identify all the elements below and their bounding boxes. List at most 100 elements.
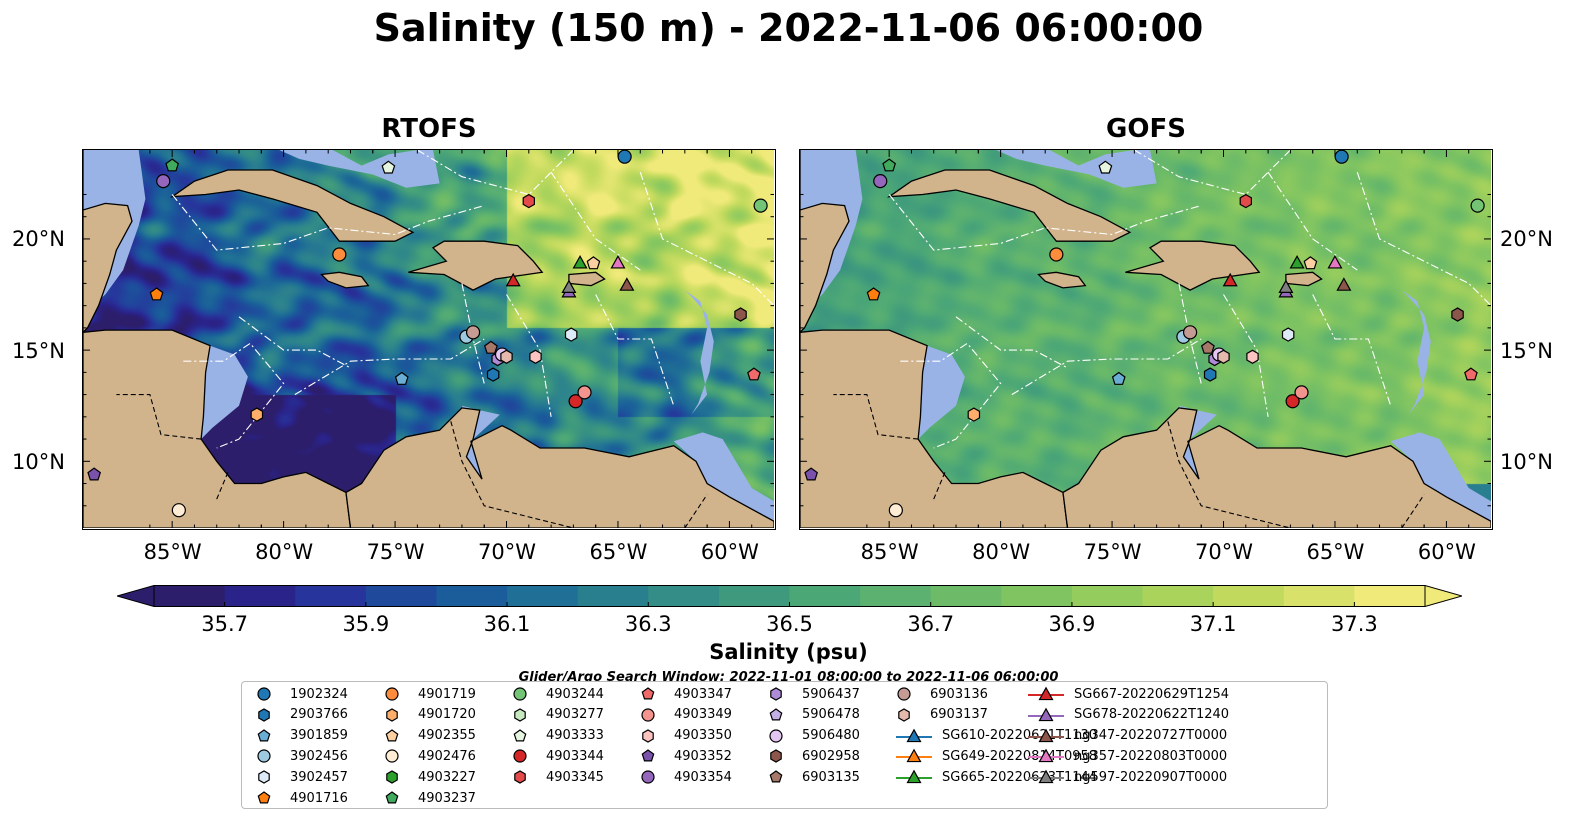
legend-item: 4903350 — [640, 726, 732, 746]
legend-item: 4903277 — [512, 705, 604, 725]
legend-triangle — [1038, 769, 1054, 784]
colorbar-tick-label: 36.5 — [766, 612, 813, 636]
legend-label: 5906480 — [802, 728, 860, 744]
legend: 1902324 2903766 3901859 3902456 3902457 49017… — [241, 681, 1328, 809]
colorbar-tick-label: 37.1 — [1189, 612, 1237, 636]
legend-label: 4903237 — [418, 790, 476, 806]
eez-boundary — [1312, 294, 1392, 406]
legend-label: 3902456 — [290, 748, 348, 764]
legend-item: SG667-20220629T1254 — [1028, 684, 1229, 704]
platform-sg667-20220629t1254 — [505, 272, 521, 287]
nicaragua-shelf — [172, 330, 248, 440]
lat-tick-label-right: 20°N — [1500, 227, 1553, 252]
colorbar-segment — [1142, 585, 1214, 607]
colorbar-segment — [860, 585, 932, 607]
legend-circle — [257, 687, 271, 701]
eez-boundary — [294, 338, 485, 396]
platform-4903333 — [1098, 160, 1113, 174]
platform-4903345 — [1239, 193, 1252, 209]
trinidad-shelf — [673, 432, 774, 522]
eez-boundary — [888, 194, 1202, 251]
legend-circle — [513, 687, 527, 701]
platform-4901719 — [332, 247, 347, 262]
platform-4902355 — [1303, 256, 1318, 270]
legend-item: 4903344 — [512, 746, 604, 766]
colorbar-tick-label: 36.3 — [624, 612, 672, 636]
country-border — [1401, 494, 1425, 528]
legend-item: 6902958 — [768, 746, 860, 766]
legend-pentagon — [513, 728, 527, 742]
colorbar-segment — [507, 585, 579, 607]
legend-item: ng357-20220803T0000 — [1028, 746, 1227, 766]
hispaniola — [408, 240, 544, 291]
colorbar-tick-label: 36.9 — [1048, 612, 1096, 636]
legend-marker-icon — [386, 770, 398, 784]
eez-boundary — [900, 342, 1002, 449]
legend-triangle — [1038, 707, 1054, 721]
legend-marker-icon — [769, 708, 783, 721]
legend-item: 6903136 — [896, 684, 988, 704]
legend-triangle — [906, 769, 922, 784]
platform-4903333 — [381, 160, 396, 174]
legend-marker-icon — [769, 770, 783, 783]
legend-marker-icon — [896, 749, 932, 763]
lon-tick-label: 70°W — [478, 540, 537, 564]
platform-markers — [804, 150, 1485, 518]
legend-circle — [641, 770, 655, 784]
legend-triangle — [906, 728, 922, 742]
legend-item: ng597-20220907T0000 — [1028, 767, 1227, 787]
legend-label: 4903349 — [674, 707, 732, 723]
platform-4902476 — [171, 503, 186, 518]
colorbar-segment — [577, 585, 649, 607]
legend-marker-icon — [1028, 686, 1064, 701]
platform-6903137 — [500, 349, 513, 364]
legend-marker-icon — [257, 728, 271, 742]
platform-6902958 — [734, 307, 747, 322]
legend-label: 3901859 — [290, 728, 348, 744]
figure-title: Salinity (150 m) - 2022-11-06 06:00:00 — [373, 6, 1204, 50]
legend-item: 4901720 — [384, 705, 476, 725]
legend-marker-icon — [258, 708, 270, 722]
platform-6903135 — [483, 340, 498, 354]
legend-marker-icon — [769, 728, 783, 743]
legend-marker-icon — [642, 728, 654, 743]
platform-6903137 — [1217, 349, 1230, 364]
lon-tick-label: 80°W — [972, 540, 1031, 564]
legend-pentagon — [641, 687, 655, 700]
platform-4901720 — [250, 407, 264, 422]
colorbar-segment — [648, 585, 720, 607]
legend-item: SG678-20220622T1240 — [1028, 705, 1229, 725]
rtofs-map — [82, 149, 776, 530]
jamaica — [1037, 271, 1087, 289]
legend-item: 4903352 — [640, 746, 732, 766]
platform-4901716 — [149, 287, 164, 301]
platform-sg665-20220623t1144 — [572, 255, 588, 269]
legend-label: 6903137 — [930, 707, 988, 723]
eez-boundary — [1223, 294, 1269, 417]
eez-boundary — [1267, 171, 1358, 271]
colorbar-tick-label: 37.3 — [1330, 612, 1378, 636]
legend-label: SG610-20220621T1130 — [942, 728, 1098, 744]
legend-marker-icon — [258, 770, 270, 784]
eez-boundary — [639, 172, 774, 306]
legend-label: SG665-20220623T1144 — [942, 769, 1098, 785]
legend-label: 4902355 — [418, 728, 476, 744]
eez-boundary — [955, 316, 1068, 369]
legend-label: 4903333 — [546, 728, 604, 744]
legend-item: SG649-20220814T0958 — [896, 746, 1097, 766]
legend-item: 4903237 — [384, 788, 476, 808]
platform-ng597-20220907t0000 — [1278, 279, 1294, 294]
legend-label: 4902476 — [418, 748, 476, 764]
legend-triangle — [1038, 686, 1054, 701]
legend-item: 4903345 — [512, 767, 604, 787]
legend-label: 4903244 — [546, 686, 604, 702]
legend-marker-icon — [385, 749, 399, 763]
eez-boundary — [1178, 283, 1202, 384]
colorbar-segment — [718, 585, 791, 607]
colorbar-segment — [930, 585, 1002, 607]
lat-tick-label-right: 15°N — [1500, 338, 1553, 363]
eez-boundary — [595, 294, 675, 406]
legend-marker-icon — [770, 749, 782, 764]
legend-pentagon — [257, 728, 271, 742]
legend-label: 4901720 — [418, 707, 476, 723]
